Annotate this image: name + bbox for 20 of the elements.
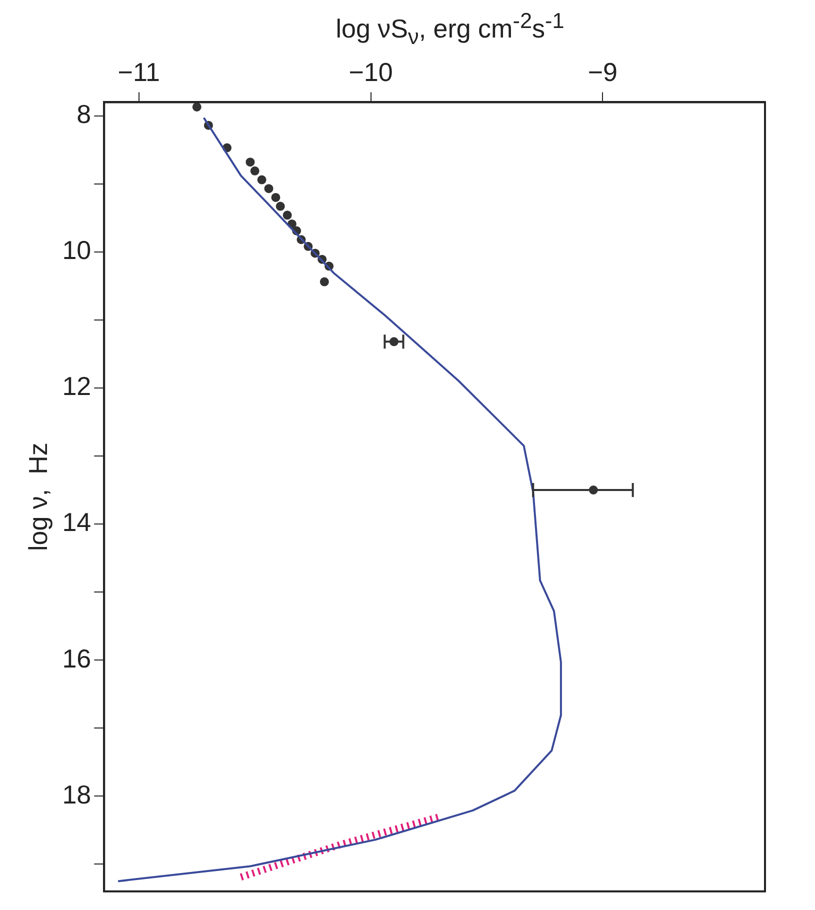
point <box>320 277 329 286</box>
point <box>276 202 285 211</box>
point <box>264 184 274 194</box>
x-tick-label: −10 <box>348 56 393 87</box>
y-tick-label: 8 <box>76 98 92 129</box>
point <box>250 166 260 176</box>
y-tick-label: 10 <box>62 235 92 266</box>
y-tick-label: 12 <box>62 371 92 402</box>
point <box>246 158 255 167</box>
y-tick-label: 16 <box>62 643 92 674</box>
y-tick-label: 14 <box>62 507 92 538</box>
y-tick-label: 18 <box>62 779 92 810</box>
point <box>257 175 266 184</box>
y-axis-title: log ν, Hz <box>22 442 53 551</box>
x-tick-label: −9 <box>588 56 618 87</box>
x-tick-label: −11 <box>118 56 160 87</box>
point <box>271 192 280 202</box>
point <box>282 210 292 220</box>
x-axis-title: log νS$_{ν}$, erg cm$^{-2}$s$^{-1}$ <box>334 8 566 50</box>
point <box>192 102 202 112</box>
